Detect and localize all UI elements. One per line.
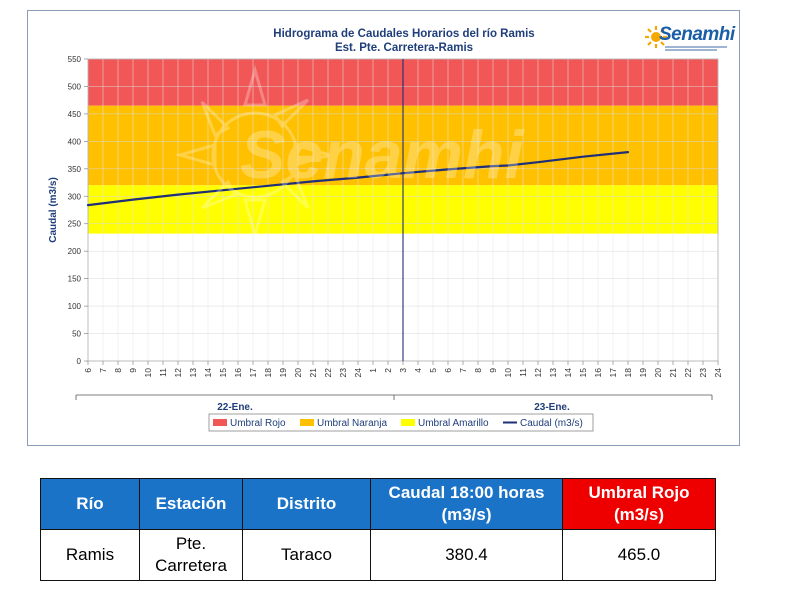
- y-tick-label: 550: [68, 55, 82, 64]
- header-caudal: Caudal 18:00 horas (m3/s): [370, 478, 563, 530]
- x-tick-label: 16: [593, 368, 603, 378]
- x-tick-label: 17: [248, 368, 258, 378]
- x-axis-ticks: 6 7 8 9 10 11 12 13 14 15 16 17 18 19 20 21 22 23 24 1 2 3 4 5 6…: [83, 361, 723, 377]
- x-tick-label: 1: [368, 368, 378, 373]
- x-tick-label: 8: [113, 368, 123, 373]
- legend-swatch: [300, 419, 314, 426]
- x-tick-label: 8: [473, 368, 483, 373]
- y-tick-label: 100: [68, 302, 82, 311]
- x-tick-label: 13: [548, 368, 558, 378]
- x-tick-label: 2: [383, 368, 393, 373]
- x-tick-label: 22: [683, 368, 693, 378]
- x-tick-label: 4: [413, 368, 423, 373]
- header-distrito: Distrito: [242, 478, 371, 530]
- x-tick-label: 18: [263, 368, 273, 378]
- x-tick-label: 3: [398, 368, 408, 373]
- series-line-caudal: [86, 151, 630, 207]
- x-tick-label: 23: [698, 368, 708, 378]
- y-tick-label: 0: [77, 357, 82, 366]
- x-tick-label: 21: [668, 368, 678, 378]
- table-row: Ramis Pte. Carretera Taraco 380.4 465.0: [40, 529, 716, 581]
- table-header-row: Río Estación Distrito Caudal 18:00 horas…: [40, 478, 716, 530]
- y-tick-label: 150: [68, 275, 82, 284]
- legend-swatch: [213, 419, 227, 426]
- x-tick-label: 24: [713, 368, 723, 378]
- x-tick-label: 21: [308, 368, 318, 378]
- logo-underline-2: [665, 49, 717, 51]
- x-tick-label: 14: [563, 368, 573, 378]
- y-tick-label: 350: [68, 165, 82, 174]
- x-tick-label: 11: [518, 368, 528, 377]
- x-tick-label: 14: [203, 368, 213, 378]
- x-tick-label: 9: [488, 368, 498, 373]
- y-tick-label: 500: [68, 82, 82, 91]
- x-tick-label: 20: [653, 368, 663, 378]
- x-tick-label: 7: [98, 368, 108, 373]
- x-tick-label: 22: [323, 368, 333, 378]
- cell-rio: Ramis: [40, 529, 140, 581]
- sun-icon: [645, 26, 667, 48]
- legend-label: Umbral Naranja: [317, 418, 387, 429]
- x-tick-label: 7: [458, 368, 468, 373]
- x-tick-label: 12: [173, 368, 183, 378]
- day-label: 22-Ene.: [217, 402, 253, 413]
- x-tick-label: 6: [83, 368, 93, 373]
- series-group: [86, 59, 630, 361]
- legend-label: Umbral Rojo: [230, 418, 286, 429]
- y-tick-label: 450: [68, 110, 82, 119]
- x-tick-label: 19: [278, 368, 288, 378]
- cell-distrito: Taraco: [242, 529, 371, 581]
- x-tick-label: 10: [143, 368, 153, 378]
- cell-umbral-rojo: 465.0: [562, 529, 716, 581]
- header-umbral-rojo: Umbral Rojo (m3/s): [562, 478, 716, 530]
- chart-subtitle: Est. Pte. Carretera-Ramis: [335, 42, 473, 54]
- x-tick-label: 23: [338, 368, 348, 378]
- legend-label: Umbral Amarillo: [418, 418, 489, 429]
- x-tick-label: 13: [188, 368, 198, 378]
- y-axis-title: Caudal (m3/s): [48, 177, 59, 243]
- x-tick-label: 6: [443, 368, 453, 373]
- y-tick-label: 50: [72, 330, 81, 339]
- x-tick-label: 16: [233, 368, 243, 378]
- x-tick-label: 18: [623, 368, 633, 378]
- logo-text: Senamhi: [659, 24, 735, 45]
- logo-underline: [665, 46, 727, 48]
- x-tick-label: 11: [158, 368, 168, 377]
- header-rio: Río: [40, 478, 140, 530]
- legend-label: Caudal (m3/s): [520, 418, 583, 429]
- hydrograph-chart: Hidrograma de Caudales Horarios del río …: [48, 28, 723, 432]
- y-tick-label: 300: [68, 192, 82, 201]
- x-tick-label: 24: [353, 368, 363, 378]
- x-tick-label: 10: [503, 368, 513, 378]
- x-tick-label: 5: [428, 368, 438, 373]
- chart-legend: Umbral Rojo Umbral Naranja Umbral Amarillo…: [208, 413, 594, 432]
- day-label: 23-Ene.: [534, 402, 570, 413]
- cell-caudal: 380.4: [370, 529, 563, 581]
- x-tick-label: 20: [293, 368, 303, 378]
- y-axis-ticks: 0 50 100 150 200 250 300 350 400 450 500 550: [68, 55, 88, 366]
- day-labels: 22-Ene. 23-Ene.: [75, 394, 713, 413]
- header-estacion: Estación: [139, 478, 243, 530]
- x-tick-label: 15: [218, 368, 228, 378]
- cell-estacion: Pte. Carretera: [139, 529, 243, 581]
- x-tick-label: 12: [533, 368, 543, 378]
- y-tick-label: 400: [68, 137, 82, 146]
- x-tick-label: 9: [128, 368, 138, 373]
- y-tick-label: 250: [68, 220, 82, 229]
- x-tick-label: 19: [638, 368, 648, 378]
- x-tick-label: 15: [578, 368, 588, 378]
- legend-swatch: [401, 419, 415, 426]
- discharge-table: Río Estación Distrito Caudal 18:00 horas…: [40, 478, 716, 581]
- y-tick-label: 200: [68, 247, 82, 256]
- chart-title: Hidrograma de Caudales Horarios del río …: [273, 28, 534, 40]
- senamhi-logo: Senamhi: [645, 18, 735, 54]
- x-tick-label: 17: [608, 368, 618, 378]
